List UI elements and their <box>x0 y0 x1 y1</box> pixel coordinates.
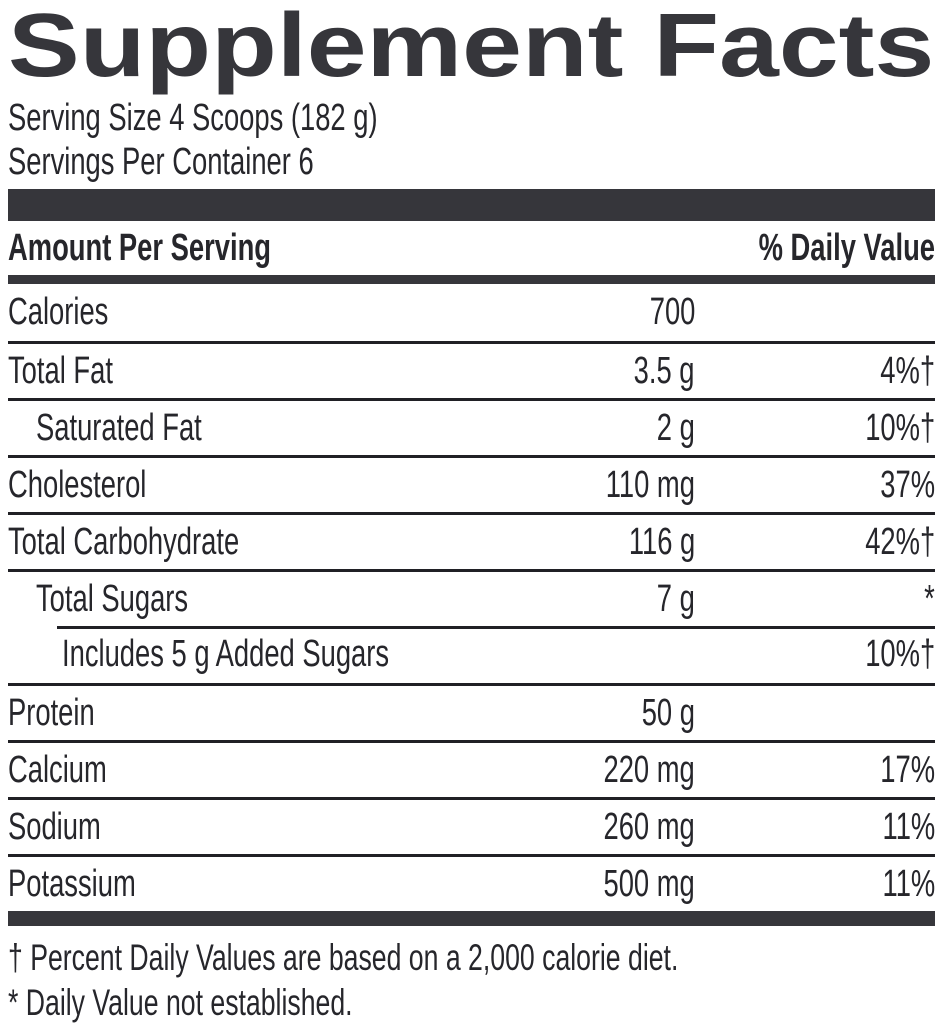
nutrient-name: Saturated Fat <box>36 406 202 449</box>
row-added-sugars: Includes 5 g Added Sugars 10%† <box>8 626 935 683</box>
nutrient-amount: 50 g <box>641 691 695 734</box>
row-saturated-fat: Saturated Fat 2 g 10%† <box>8 398 935 455</box>
nutrient-name: Calories <box>8 291 109 333</box>
nutrient-name: Sodium <box>8 805 101 848</box>
footnote-not-established: * Daily Value not established. <box>8 982 353 1023</box>
supplement-facts-panel: Supplement Facts Serving Size 4 Scoops (… <box>8 0 935 1024</box>
nutrient-amount <box>516 633 706 676</box>
nutrient-amount: 110 mg <box>605 463 695 506</box>
panel-title: Supplement Facts <box>8 0 935 96</box>
servings-per-container-line: Servings Per Container 6 <box>8 141 314 183</box>
nutrient-table: Calories 700 Total Fat 3.5 g 4%† Saturat… <box>8 284 935 911</box>
row-calcium: Calcium 220 mg 17% <box>8 740 935 797</box>
serving-info: Serving Size 4 Scoops (182 g) Servings P… <box>8 96 935 184</box>
nutrient-dv <box>695 692 935 735</box>
row-total-carbohydrate: Total Carbohydrate 116 g 42%† <box>8 512 935 569</box>
nutrient-dv: 10%† <box>865 406 935 449</box>
row-total-sugars: Total Sugars 7 g * <box>8 569 935 626</box>
footnote-daily-values: † Percent Daily Values are based on a 2,… <box>8 937 679 978</box>
nutrient-name: Protein <box>8 691 95 734</box>
nutrient-dv: 10%† <box>865 633 935 675</box>
nutrient-name: Calcium <box>8 748 107 791</box>
row-protein: Protein 50 g <box>8 683 935 740</box>
nutrient-name: Total Sugars <box>36 577 189 620</box>
nutrient-dv: 4%† <box>880 349 935 392</box>
row-sodium: Sodium 260 mg 11% <box>8 797 935 854</box>
nutrient-amount: 500 mg <box>603 862 695 905</box>
nutrient-amount: 260 mg <box>603 805 695 848</box>
row-cholesterol: Cholesterol 110 mg 37% <box>8 455 935 512</box>
nutrient-dv: 37% <box>880 463 935 506</box>
table-header: Amount Per Serving % Daily Value <box>8 221 935 275</box>
nutrient-amount: 700 <box>649 291 695 333</box>
panel-title-text: Supplement Facts <box>8 0 935 96</box>
divider-medium <box>8 275 935 284</box>
nutrient-dv: 17% <box>880 748 935 791</box>
nutrient-name: Potassium <box>8 862 136 905</box>
nutrient-name: Total Carbohydrate <box>8 520 240 563</box>
nutrient-amount: 2 g <box>656 406 695 449</box>
serving-size-line: Serving Size 4 Scoops (182 g) <box>8 97 378 139</box>
nutrient-dv <box>695 291 935 334</box>
footnotes: † Percent Daily Values are based on a 2,… <box>8 935 935 1024</box>
row-potassium: Potassium 500 mg 11% <box>8 854 935 911</box>
nutrient-dv: * <box>924 577 935 620</box>
divider-thick-bottom <box>8 911 935 926</box>
row-total-fat: Total Fat 3.5 g 4%† <box>8 341 935 398</box>
nutrient-name: Cholesterol <box>8 463 147 506</box>
nutrient-dv: 42%† <box>865 520 935 563</box>
nutrient-amount: 116 g <box>628 520 695 563</box>
nutrient-name: Total Fat <box>8 349 113 392</box>
divider-thick-top <box>8 189 935 221</box>
nutrient-amount: 3.5 g <box>634 349 695 392</box>
nutrient-name: Includes 5 g Added Sugars <box>62 633 390 675</box>
nutrient-amount: 7 g <box>656 577 695 620</box>
nutrient-dv: 11% <box>882 862 935 905</box>
amount-per-serving-header: Amount Per Serving <box>8 226 272 269</box>
daily-value-header: % Daily Value <box>758 226 935 269</box>
row-calories: Calories 700 <box>8 284 935 341</box>
nutrient-amount: 220 mg <box>603 748 695 791</box>
nutrient-dv: 11% <box>882 805 935 848</box>
